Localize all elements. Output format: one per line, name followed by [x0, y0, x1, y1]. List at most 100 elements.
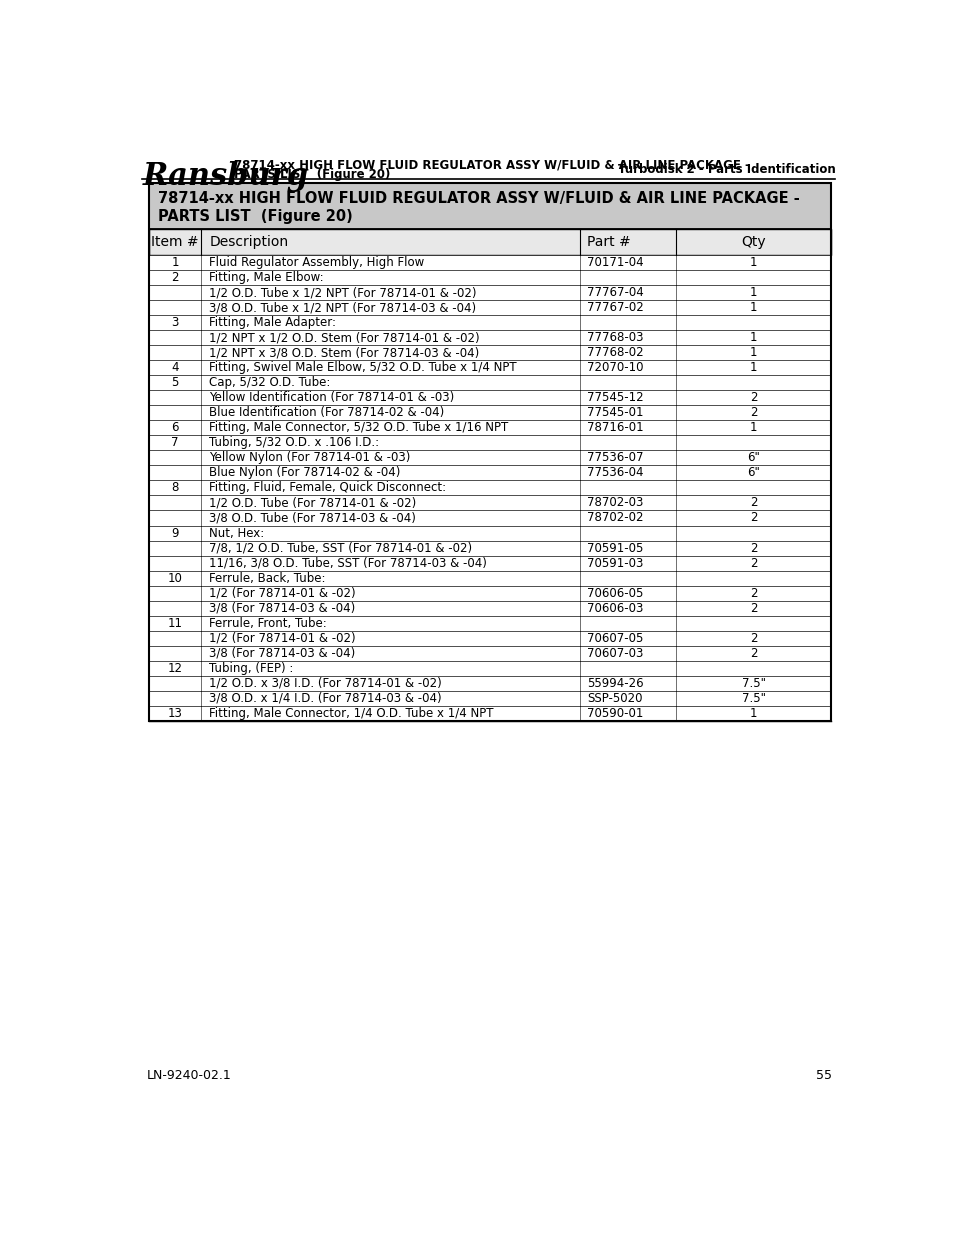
Text: 2: 2: [749, 587, 757, 599]
Text: Fitting, Male Connector, 5/32 O.D. Tube x 1/16 NPT: Fitting, Male Connector, 5/32 O.D. Tube …: [209, 421, 508, 435]
Text: 70607-03: 70607-03: [587, 647, 643, 659]
Bar: [149, 661, 830, 676]
Text: 1/2 O.D. x 3/8 I.D. (For 78714-01 & -02): 1/2 O.D. x 3/8 I.D. (For 78714-01 & -02): [209, 677, 441, 689]
Text: 77536-07: 77536-07: [587, 452, 643, 464]
Text: Yellow Identification (For 78714-01 & -03): Yellow Identification (For 78714-01 & -0…: [209, 391, 454, 404]
Text: 70591-03: 70591-03: [587, 557, 643, 569]
Text: 1/2 (For 78714-01 & -02): 1/2 (For 78714-01 & -02): [209, 631, 355, 645]
Bar: [149, 541, 830, 556]
Text: Blue Identification (For 78714-02 & -04): Blue Identification (For 78714-02 & -04): [209, 406, 444, 420]
Text: 78716-01: 78716-01: [587, 421, 643, 435]
Text: 70591-05: 70591-05: [587, 541, 643, 555]
Text: 77545-12: 77545-12: [587, 391, 643, 404]
Bar: [149, 285, 830, 300]
Bar: [149, 330, 830, 346]
Text: 2: 2: [749, 601, 757, 615]
Bar: [149, 346, 830, 361]
Text: 70606-03: 70606-03: [587, 601, 643, 615]
Text: Blue Nylon (For 78714-02 & -04): Blue Nylon (For 78714-02 & -04): [209, 467, 400, 479]
Text: 6": 6": [746, 467, 760, 479]
Text: Item #: Item #: [152, 235, 198, 249]
Text: 9: 9: [172, 526, 178, 540]
Text: Fitting, Fluid, Female, Quick Disconnect:: Fitting, Fluid, Female, Quick Disconnect…: [209, 482, 446, 494]
Text: 6": 6": [746, 452, 760, 464]
Text: 77767-04: 77767-04: [587, 287, 643, 299]
Bar: [149, 526, 830, 541]
Text: Ferrule, Front, Tube:: Ferrule, Front, Tube:: [209, 616, 327, 630]
Text: Ferrule, Back, Tube:: Ferrule, Back, Tube:: [209, 572, 325, 584]
Text: Fitting, Male Connector, 1/4 O.D. Tube x 1/4 NPT: Fitting, Male Connector, 1/4 O.D. Tube x…: [209, 706, 493, 720]
Bar: [149, 615, 830, 631]
Text: 7.5": 7.5": [740, 677, 765, 689]
Text: 78702-03: 78702-03: [587, 496, 643, 510]
Text: PARTS LIST  (Figure 20): PARTS LIST (Figure 20): [158, 209, 353, 224]
Text: Yellow Nylon (For 78714-01 & -03): Yellow Nylon (For 78714-01 & -03): [209, 452, 410, 464]
Text: 5: 5: [172, 377, 178, 389]
Text: 7: 7: [172, 436, 178, 450]
Text: 78714-xx HIGH FLOW FLUID REGULATOR ASSY W/FLUID & AIR LINE PACKAGE -: 78714-xx HIGH FLOW FLUID REGULATOR ASSY …: [233, 158, 749, 172]
Text: 13: 13: [168, 706, 182, 720]
Text: 7.5": 7.5": [740, 692, 765, 705]
Text: Part #: Part #: [587, 235, 631, 249]
Bar: [149, 420, 830, 436]
Text: Fitting, Swivel Male Elbow, 5/32 O.D. Tube x 1/4 NPT: Fitting, Swivel Male Elbow, 5/32 O.D. Tu…: [209, 362, 517, 374]
Text: SSP-5020: SSP-5020: [587, 692, 642, 705]
Text: 77768-03: 77768-03: [587, 331, 643, 345]
Text: 3/8 O.D. x 1/4 I.D. (For 78714-03 & -04): 3/8 O.D. x 1/4 I.D. (For 78714-03 & -04): [209, 692, 441, 705]
Text: Fluid Regulator Assembly, High Flow: Fluid Regulator Assembly, High Flow: [209, 256, 424, 269]
Text: 1: 1: [749, 706, 757, 720]
Bar: [149, 451, 830, 466]
Text: 1: 1: [749, 331, 757, 345]
Text: 1/2 O.D. Tube (For 78714-01 & -02): 1/2 O.D. Tube (For 78714-01 & -02): [209, 496, 416, 510]
Bar: [149, 183, 830, 228]
Text: 1: 1: [749, 256, 757, 269]
Text: 78702-02: 78702-02: [587, 511, 643, 525]
Bar: [149, 480, 830, 495]
Text: 2: 2: [749, 406, 757, 420]
Bar: [149, 256, 830, 270]
Bar: [149, 585, 830, 600]
Text: Cap, 5/32 O.D. Tube:: Cap, 5/32 O.D. Tube:: [209, 377, 330, 389]
Text: 1: 1: [749, 362, 757, 374]
Text: 12: 12: [168, 662, 182, 674]
Text: 3/8 O.D. Tube (For 78714-03 & -04): 3/8 O.D. Tube (For 78714-03 & -04): [209, 511, 416, 525]
Text: 2: 2: [749, 631, 757, 645]
Bar: [149, 510, 830, 526]
Bar: [149, 361, 830, 375]
Text: 1: 1: [172, 256, 178, 269]
Text: 1/2 NPT x 3/8 O.D. Stem (For 78714-03 & -04): 1/2 NPT x 3/8 O.D. Stem (For 78714-03 & …: [209, 346, 479, 359]
Text: 7/8, 1/2 O.D. Tube, SST (For 78714-01 & -02): 7/8, 1/2 O.D. Tube, SST (For 78714-01 & …: [209, 541, 472, 555]
Text: 78714-xx HIGH FLOW FLUID REGULATOR ASSY W/FLUID & AIR LINE PACKAGE -: 78714-xx HIGH FLOW FLUID REGULATOR ASSY …: [158, 190, 799, 205]
Text: 70171-04: 70171-04: [587, 256, 643, 269]
Text: 6: 6: [172, 421, 178, 435]
Text: 2: 2: [749, 541, 757, 555]
Bar: [149, 183, 830, 721]
Text: Turbodisk 2 - Parts Identification: Turbodisk 2 - Parts Identification: [617, 163, 835, 175]
Text: 1/2 O.D. Tube x 1/2 NPT (For 78714-01 & -02): 1/2 O.D. Tube x 1/2 NPT (For 78714-01 & …: [209, 287, 476, 299]
Text: 2: 2: [749, 496, 757, 510]
Text: 8: 8: [172, 482, 178, 494]
Bar: [149, 690, 830, 705]
Text: 3/8 O.D. Tube x 1/2 NPT (For 78714-03 & -04): 3/8 O.D. Tube x 1/2 NPT (For 78714-03 & …: [209, 301, 476, 314]
Text: Qty: Qty: [740, 235, 765, 249]
Text: 2: 2: [749, 511, 757, 525]
Text: 2: 2: [749, 391, 757, 404]
Text: 11/16, 3/8 O.D. Tube, SST (For 78714-03 & -04): 11/16, 3/8 O.D. Tube, SST (For 78714-03 …: [209, 557, 487, 569]
Bar: [149, 676, 830, 690]
Text: 10: 10: [168, 572, 182, 584]
Text: Tubing, (FEP) :: Tubing, (FEP) :: [209, 662, 294, 674]
Bar: [149, 631, 830, 646]
Bar: [149, 495, 830, 510]
Text: Ransburg: Ransburg: [142, 162, 309, 193]
Text: 1: 1: [749, 346, 757, 359]
Text: 1: 1: [749, 301, 757, 314]
Text: Fitting, Male Adapter:: Fitting, Male Adapter:: [209, 316, 335, 330]
Text: Tubing, 5/32 O.D. x .106 I.D.:: Tubing, 5/32 O.D. x .106 I.D.:: [209, 436, 379, 450]
Text: 77545-01: 77545-01: [587, 406, 643, 420]
Text: 1/2 (For 78714-01 & -02): 1/2 (For 78714-01 & -02): [209, 587, 355, 599]
Bar: [149, 556, 830, 571]
Bar: [149, 300, 830, 315]
Text: 2: 2: [749, 557, 757, 569]
Bar: [149, 466, 830, 480]
Text: Fitting, Male Elbow:: Fitting, Male Elbow:: [209, 272, 323, 284]
